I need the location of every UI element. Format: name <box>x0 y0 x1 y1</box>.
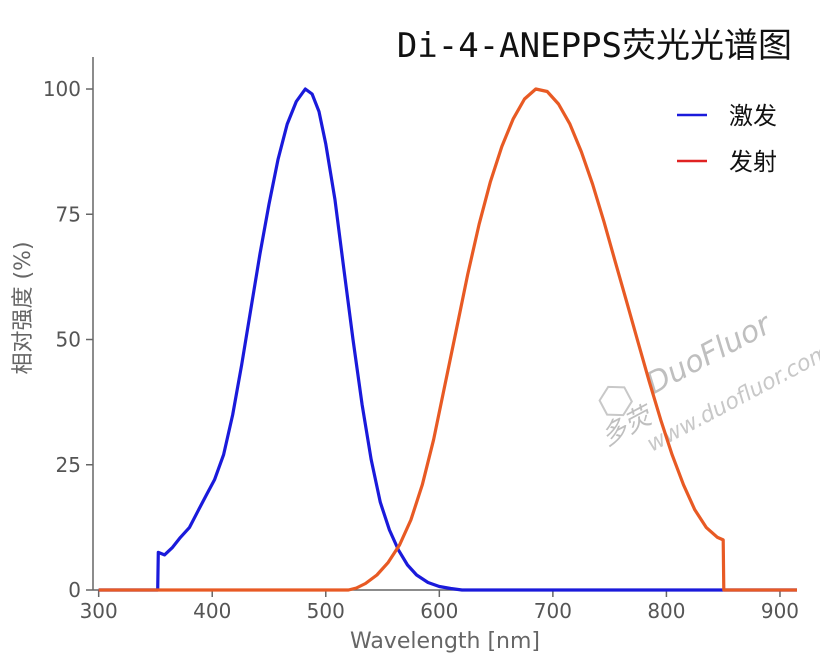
y-tick-label: 100 <box>43 77 81 101</box>
y-tick-label: 75 <box>56 202 81 226</box>
series-curves <box>98 87 797 592</box>
legend-label-emission: 发射 <box>729 148 777 176</box>
x-tick-label: 900 <box>761 599 799 623</box>
y-tick-label: 50 <box>56 328 81 352</box>
y-axis-title: 相对强度 (%) <box>11 241 36 374</box>
legend-item-excitation: 激发 <box>677 102 777 130</box>
x-tick-label: 400 <box>193 599 231 623</box>
emission-curve <box>98 87 797 592</box>
legend-label-excitation: 激发 <box>729 102 777 130</box>
x-tick-label: 800 <box>647 599 685 623</box>
y-tick-label: 0 <box>68 578 81 602</box>
legend-item-emission: 发射 <box>677 148 777 176</box>
x-tick-label: 500 <box>307 599 345 623</box>
x-tick-label: 300 <box>80 599 118 623</box>
x-tick-label: 600 <box>420 599 458 623</box>
y-tick-label: 25 <box>56 453 81 477</box>
watermark: 多荧 DuoFluor www.duofluor.com <box>596 306 820 457</box>
legend: 激发 发射 <box>677 102 777 176</box>
chart-title: Di-4-ANEPPS荧光光谱图 <box>397 26 792 66</box>
x-axis-title: Wavelength [nm] <box>350 629 540 654</box>
axis-ticks: 300 400 500 600 700 800 900 0 25 50 75 100 <box>43 77 799 623</box>
excitation-curve <box>98 87 797 592</box>
x-tick-label: 700 <box>534 599 572 623</box>
